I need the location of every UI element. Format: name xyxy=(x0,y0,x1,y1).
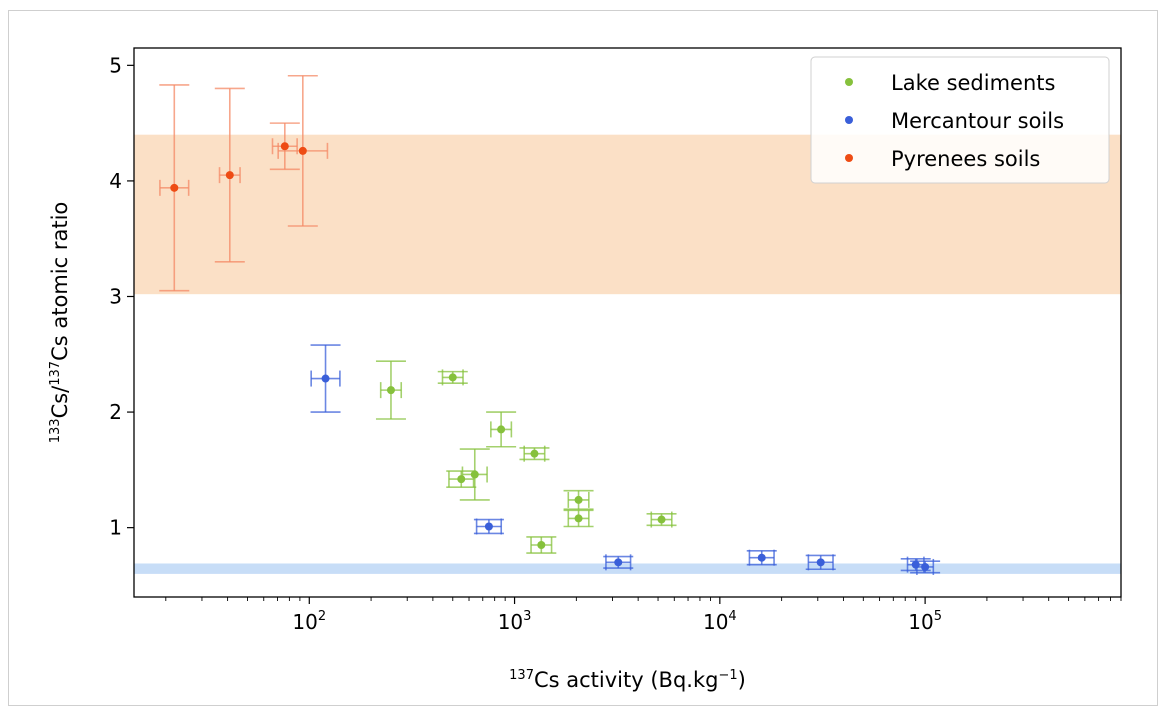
series-3 xyxy=(159,74,329,292)
error-bar xyxy=(805,554,836,571)
data-point xyxy=(321,374,330,383)
data-point xyxy=(921,562,930,571)
y-tick-label: 1 xyxy=(109,516,122,540)
x-tick-label: 105 xyxy=(908,609,942,634)
x-axis-label-close: ) xyxy=(738,668,746,692)
y-axis-label-part-1: Cs/ xyxy=(48,385,72,419)
x-axis-label-text: Cs activity (Bq.kg xyxy=(534,668,718,692)
data-point xyxy=(225,171,234,180)
data-point xyxy=(574,514,583,523)
data-point xyxy=(298,146,307,155)
data-point xyxy=(497,425,506,434)
y-tick-label: 4 xyxy=(109,169,122,193)
data-point xyxy=(448,373,457,382)
y-axis-label-isotope-1: 133 xyxy=(48,418,63,443)
data-point xyxy=(530,449,539,458)
data-point xyxy=(574,495,583,504)
x-axis-label: 137Cs activity (Bq.kg−1) xyxy=(509,668,746,692)
data-point xyxy=(470,470,479,479)
series-2 xyxy=(310,344,941,575)
legend-marker-2 xyxy=(845,116,853,124)
error-bar xyxy=(646,511,677,528)
data-point xyxy=(816,558,825,567)
x-tick-label: 104 xyxy=(703,609,737,634)
reference-bands xyxy=(134,134,1121,574)
data-point xyxy=(280,142,289,151)
data-point xyxy=(386,386,395,395)
y-axis-label-part-2: Cs atomic ratio xyxy=(48,202,72,361)
data-point xyxy=(614,558,623,567)
legend-label-3: Pyrenees soils xyxy=(891,147,1040,171)
y-tick-label: 5 xyxy=(109,53,122,77)
legend-marker-3 xyxy=(845,154,853,162)
x-axis-label-isotope: 137 xyxy=(509,668,534,683)
series-1 xyxy=(375,360,677,554)
y-axis-label: 133Cs/137Cs atomic ratio xyxy=(48,202,72,444)
plot-area-border xyxy=(133,47,1122,598)
legend-box xyxy=(810,56,1110,184)
y-tick-label: 2 xyxy=(109,400,122,424)
error-bar xyxy=(563,509,594,528)
data-point xyxy=(484,522,493,531)
legend: Lake sediments Mercantour soils Pyrenees s… xyxy=(810,56,1110,184)
figure-frame: 1 2 3 4 5 102 103 104 105 137Cs activity (Bq.kg−… xyxy=(8,10,1158,706)
y-axis-label-isotope-2: 137 xyxy=(48,361,63,386)
error-bar xyxy=(603,554,634,571)
data-point xyxy=(170,183,179,192)
x-tick-label: 102 xyxy=(292,609,326,634)
series-layer xyxy=(159,74,941,575)
data-point xyxy=(657,515,666,524)
data-point xyxy=(757,553,766,562)
data-point xyxy=(537,540,546,549)
x-axis-label-unit-exponent: −1 xyxy=(718,668,737,683)
x-tick-label: 103 xyxy=(498,609,532,634)
legend-marker-1 xyxy=(845,78,853,86)
legend-label-1: Lake sediments xyxy=(891,71,1055,95)
legend-label-2: Mercantour soils xyxy=(891,109,1064,133)
data-point xyxy=(457,475,466,484)
axis-ticks: 1 2 3 4 5 102 103 104 105 xyxy=(109,53,1122,634)
y-tick-label: 3 xyxy=(109,284,122,308)
